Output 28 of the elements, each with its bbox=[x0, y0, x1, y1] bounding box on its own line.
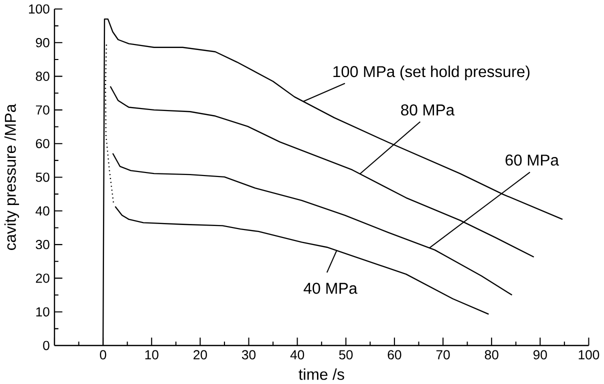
y-tick-label: 80 bbox=[36, 72, 50, 81]
y-tick-label: 20 bbox=[36, 273, 50, 283]
y-axis-title: cavity pressure /MPa bbox=[4, 104, 20, 250]
x-axis-title: time /s bbox=[298, 368, 344, 380]
annotation: 60 MPa bbox=[506, 154, 559, 166]
y-tick-label: 30 bbox=[36, 240, 50, 250]
x-tick-label: 40 bbox=[290, 350, 304, 360]
y-tick-label: 40 bbox=[36, 206, 50, 216]
x-tick-label: 0 bbox=[100, 350, 106, 360]
y-tick-label: 70 bbox=[36, 105, 50, 114]
x-tick-label: 90 bbox=[533, 350, 547, 360]
y-tick-label: 10 bbox=[36, 307, 50, 316]
annotation: 80 MPa bbox=[401, 104, 455, 116]
y-tick-label: 0 bbox=[43, 340, 50, 350]
x-tick-label: 10 bbox=[145, 350, 158, 360]
y-tick-label: 90 bbox=[36, 38, 50, 48]
x-tick-label: 80 bbox=[484, 350, 498, 360]
y-tick-label: 50 bbox=[36, 172, 50, 182]
annotation: 100 MPa (set hold pressure) bbox=[333, 65, 530, 80]
x-tick-label: 70 bbox=[436, 350, 450, 360]
x-tick-label: 20 bbox=[194, 350, 207, 360]
x-tick-label: 50 bbox=[339, 350, 353, 360]
y-tick-label: 60 bbox=[36, 138, 50, 148]
x-tick-label: 30 bbox=[242, 350, 256, 360]
x-tick-label: 60 bbox=[388, 350, 402, 360]
y-tick-label: 100 bbox=[29, 4, 50, 14]
annotation: 40 MPa bbox=[304, 282, 358, 294]
x-tick-label: 100 bbox=[578, 350, 600, 360]
